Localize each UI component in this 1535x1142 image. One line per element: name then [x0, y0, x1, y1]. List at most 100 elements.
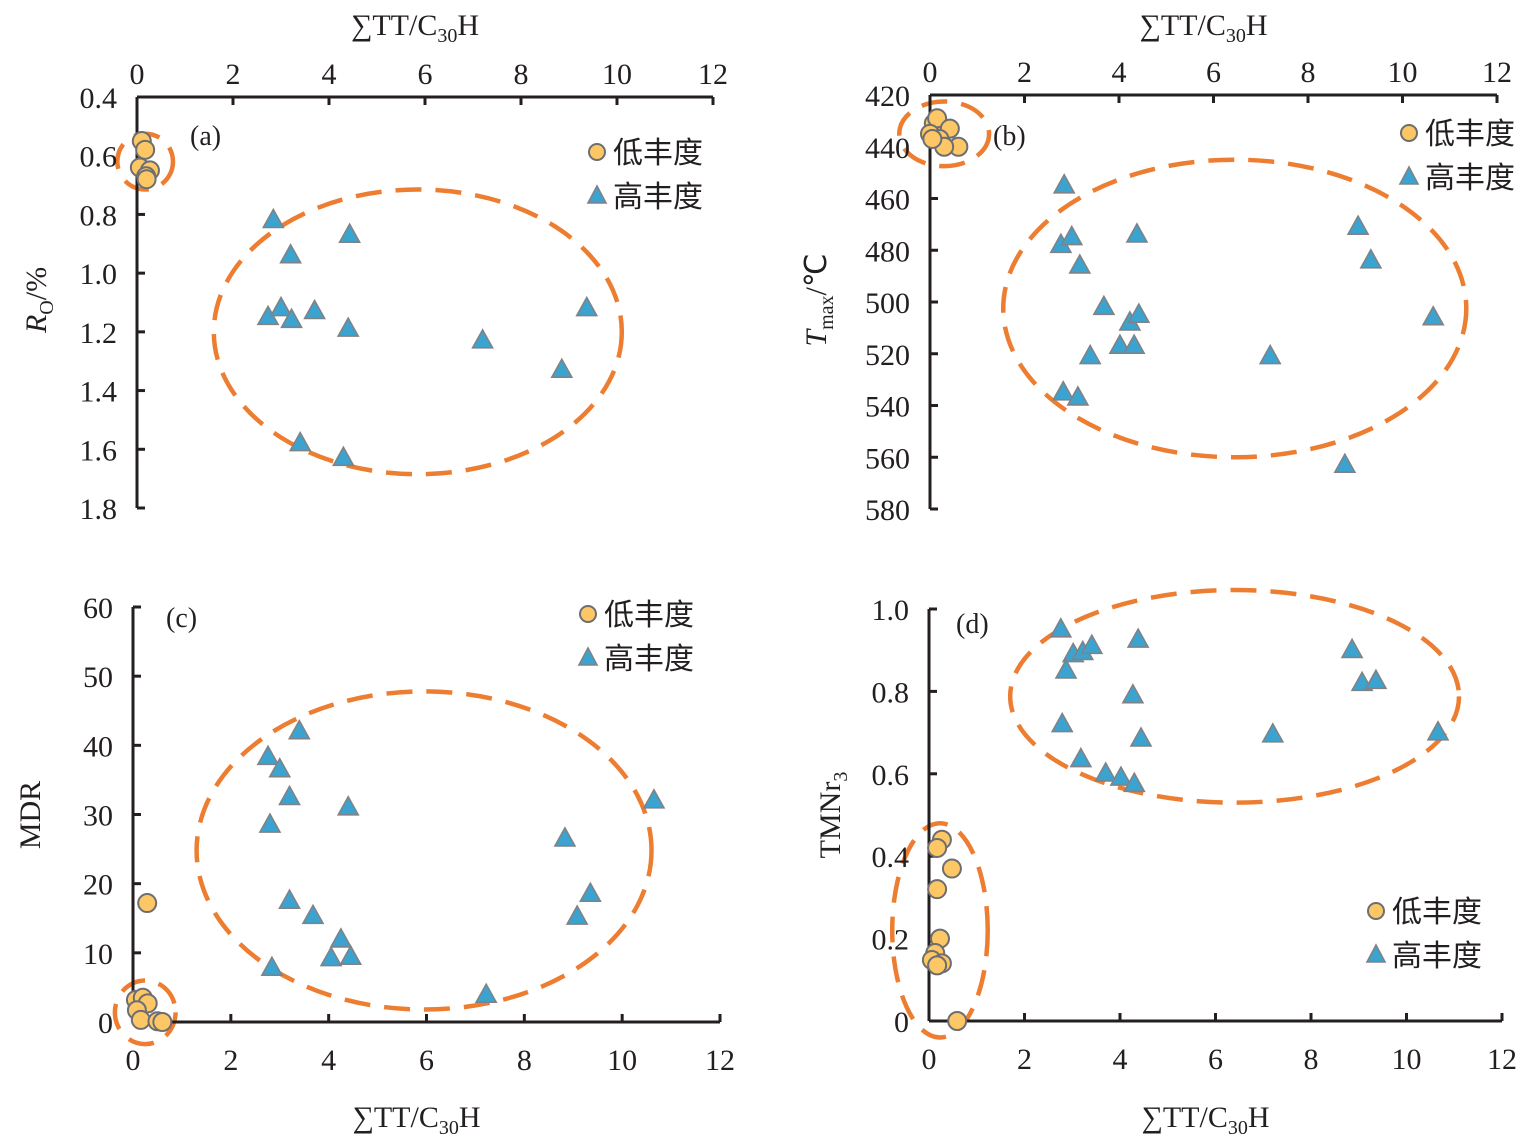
data-point-high: [1129, 726, 1153, 747]
y-tick-label: 1.0: [80, 258, 118, 291]
y-tick-label: 0: [98, 1007, 113, 1040]
x-axis-title-main: ∑TT/C: [351, 9, 437, 42]
x-tick-label: 4: [1112, 56, 1127, 89]
data-point-high: [338, 222, 361, 243]
x-tick-label: 4: [322, 58, 337, 91]
y-tick-label: 580: [865, 494, 910, 527]
y-tick-label: 0.6: [872, 759, 910, 792]
data-point-low: [947, 1011, 968, 1031]
data-point-low: [135, 139, 156, 160]
y-tick-label: 500: [865, 287, 910, 320]
data-point-high: [575, 295, 599, 317]
data-point-high: [1066, 385, 1090, 406]
x-axis-title: ∑TT/C30H: [1141, 1101, 1269, 1139]
legend-marker-high: [1398, 165, 1420, 185]
x-axis-title-sub: 30: [1226, 25, 1246, 47]
panel-b: 0 2 4 6 8 10 12 420 440 460 480 500 520 540 560 580 ∑TT/…: [800, 9, 1515, 527]
y-tick-label: 0.8: [872, 676, 910, 709]
data-point-high: [1080, 633, 1104, 655]
data-point-high: [642, 788, 666, 809]
data-point-high: [474, 982, 498, 1004]
x-tick-label: 12: [698, 58, 728, 91]
data-point-high: [279, 243, 302, 264]
legend-label-low: 低丰度: [604, 598, 694, 633]
data-point-high: [332, 445, 355, 467]
y-axis-title: TMNr3: [814, 772, 852, 859]
y-tick-label: 50: [83, 661, 113, 694]
series-low: [125, 893, 173, 1032]
data-point-low: [941, 858, 962, 879]
legend-label-low: 低丰度: [1425, 117, 1515, 152]
data-point-high: [1050, 711, 1074, 733]
legend-label-low: 低丰度: [1392, 895, 1482, 930]
y-tick-label: 540: [865, 391, 910, 424]
data-point-low: [927, 837, 948, 858]
y-axis-title: RO/%: [20, 267, 58, 334]
series-high: [256, 719, 666, 1004]
data-point-high: [1068, 253, 1092, 274]
data-point-high: [301, 903, 325, 925]
x-axis-title: ∑TT/C30H: [1139, 9, 1267, 47]
y-axis-title-end: /℃: [800, 253, 833, 295]
legend-label-low: 低丰度: [613, 136, 703, 171]
data-point-low: [922, 128, 943, 149]
x-tick-label: 12: [1482, 56, 1512, 89]
y-tick-label: 1.8: [80, 493, 118, 526]
data-point-high: [269, 295, 293, 317]
legend-label-high: 高丰度: [613, 180, 703, 215]
x-axis-title: ∑TT/C30H: [351, 9, 479, 47]
data-point-high: [261, 207, 285, 229]
data-point-high: [1122, 333, 1146, 354]
x-tick-label: 2: [223, 1044, 238, 1077]
panel-label: (d): [956, 609, 989, 640]
y-tick-label: 0.8: [80, 199, 118, 232]
data-point-high: [553, 826, 577, 847]
legend-marker-low: [579, 605, 597, 623]
data-point-high: [1122, 771, 1146, 793]
x-tick-label: 10: [1392, 1043, 1422, 1076]
x-tick-label: 6: [1208, 1043, 1223, 1076]
x-axis-title-main: ∑TT/C: [1141, 1101, 1227, 1134]
x-tick-label: 8: [1301, 56, 1316, 89]
x-axis-title-end: H: [1246, 9, 1268, 42]
data-point-high: [471, 328, 494, 349]
data-point-high: [1060, 224, 1084, 246]
x-tick-label: 0: [126, 1044, 141, 1077]
data-point-high: [1052, 173, 1076, 194]
data-point-high: [1421, 305, 1445, 326]
y-tick-label: 0.4: [80, 82, 118, 115]
y-tick-label: 440: [865, 132, 910, 165]
x-axis-title-end: H: [457, 9, 479, 42]
x-tick-label: 10: [607, 1044, 637, 1077]
y-tick-label: 460: [865, 184, 910, 217]
data-point-high: [1051, 380, 1075, 401]
y-tick-label: 0.4: [872, 841, 910, 874]
panel-d: 0 2 4 6 8 10 12 0 0.2 0.4 0.6 0.8 1.0 ∑TT/C30H TMNr3 (d…: [814, 587, 1517, 1139]
panel-label: (a): [190, 121, 221, 152]
legend-marker-high: [586, 184, 608, 204]
legend-marker-low: [588, 143, 606, 161]
y-axis-title-sub: 3: [830, 772, 852, 782]
data-point-high: [1121, 683, 1145, 704]
data-point-high: [278, 784, 301, 806]
data-point-high: [288, 430, 312, 452]
y-tick-label: 1.4: [80, 376, 118, 409]
data-point-high: [1092, 294, 1116, 316]
y-tick-label: 1.0: [872, 594, 910, 627]
group-ellipse-high: [211, 187, 625, 477]
data-point-high: [579, 881, 602, 903]
x-tick-label: 2: [1017, 1043, 1032, 1076]
x-tick-label: 4: [321, 1044, 336, 1077]
x-tick-label: 0: [922, 1043, 937, 1076]
data-point-high: [319, 945, 343, 967]
data-point-low: [152, 1012, 173, 1032]
y-tick-label: 520: [865, 339, 910, 372]
data-point-high: [1333, 452, 1357, 474]
x-tick-label: 6: [419, 1044, 434, 1077]
legend-marker-low: [1400, 124, 1418, 142]
data-point-high: [1261, 722, 1285, 743]
data-point-high: [1346, 214, 1370, 235]
